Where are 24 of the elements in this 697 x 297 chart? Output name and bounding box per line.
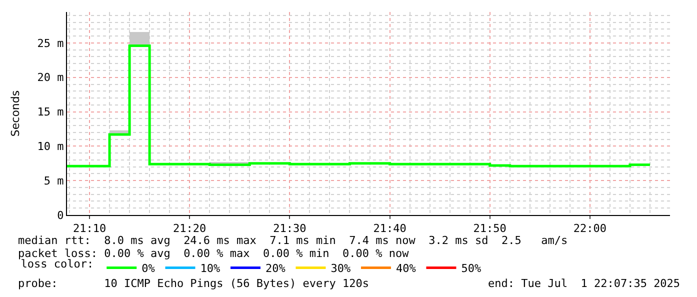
y-tick-label: 10 m (37, 140, 64, 154)
text: end: Tue Jul 1 22:07:35 2025 (488, 277, 680, 290)
x-tick-label: 21:20 (173, 222, 206, 236)
legend-title: loss color: (20, 258, 94, 271)
x-tick-label: 21:10 (72, 222, 106, 236)
x-tick-label: 21:30 (273, 222, 306, 236)
y-tick-label: 0 (57, 208, 64, 222)
y-tick-label: 5 m (44, 174, 64, 188)
y-tick-label: 20 m (37, 71, 64, 84)
x-tick-label: 21:50 (473, 222, 506, 236)
legend-label: 10% (200, 262, 220, 276)
y-tick-label: 15 m (37, 106, 64, 119)
x-tick-label: 22:00 (573, 222, 606, 236)
y-axis-title: Seconds (8, 90, 22, 137)
x-tick-label: 21:40 (373, 222, 406, 236)
legend-label: 30% (330, 262, 351, 276)
legend-label: 0% (142, 262, 156, 276)
text: median rtt: 8.0 ms avg 24.6 ms max 7.1 ms min 7.4 ms now 3.2 ms sd 2.5 am/s (18, 234, 568, 247)
legend-label: 40% (396, 262, 416, 276)
legend-label: 20% (265, 262, 286, 276)
text: probe: 10 ICMP Echo Pings (56 Bytes) every 120s (18, 277, 369, 290)
legend-label: 50% (461, 262, 482, 276)
text: packet loss: 0.00 % avg 0.00 % max 0.00 % min 0.00 % now (18, 247, 410, 260)
y-tick-label: 25 m (37, 36, 64, 50)
